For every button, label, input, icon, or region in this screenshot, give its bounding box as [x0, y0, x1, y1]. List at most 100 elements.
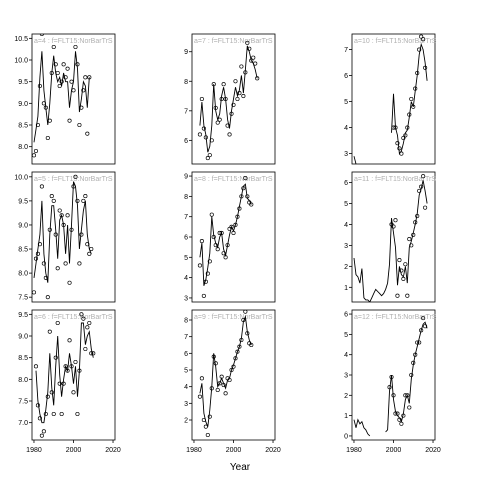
y-tick-label: 10.5	[14, 36, 28, 43]
data-point	[217, 117, 222, 122]
data-point	[223, 255, 228, 260]
data-point	[79, 105, 84, 110]
data-point	[419, 328, 424, 333]
data-point	[213, 243, 218, 248]
data-point	[205, 432, 210, 438]
data-point	[51, 44, 56, 50]
data-point	[243, 70, 248, 75]
panel-3: a=10 : f=FLT15:NorBarTrS 3 4 5 6 7	[344, 33, 437, 165]
y-tick-label: 3	[344, 373, 348, 380]
data-point	[417, 188, 422, 193]
data-point	[197, 132, 202, 137]
data-point	[65, 213, 70, 218]
data-point	[81, 316, 86, 321]
y-tick-label: 9.5	[18, 198, 28, 205]
data-point	[401, 135, 406, 141]
data-point	[53, 355, 58, 360]
data-point	[83, 75, 88, 80]
data-point	[85, 242, 90, 247]
data-point	[51, 198, 56, 203]
data-point	[249, 58, 254, 63]
series-line	[33, 181, 92, 283]
y-tick-label: 7	[184, 334, 188, 341]
y-tick-label: 4	[344, 222, 348, 229]
data-point	[403, 393, 408, 398]
panel-8: a=9 : f=FLT15:NorBarTrS 2 3 4 5 6 7 8	[184, 309, 276, 441]
data-point	[45, 295, 50, 300]
panel-9: a=12 : f=FLT15:NorBarTrS 0 1 2 3 4 5 6	[344, 309, 437, 440]
y-tick-label: 9.0	[18, 334, 28, 341]
y-tick-label: 4	[184, 384, 188, 391]
data-point	[205, 156, 210, 161]
data-point	[241, 186, 246, 191]
data-point	[87, 75, 92, 80]
data-layer	[353, 34, 428, 164]
data-point	[207, 153, 212, 158]
data-point	[399, 421, 404, 426]
series-line	[199, 183, 252, 286]
data-point	[61, 222, 66, 228]
data-point	[59, 79, 64, 84]
data-point	[233, 356, 238, 361]
data-point	[53, 62, 58, 67]
y-tick-label: 0	[344, 433, 348, 440]
y-tick-label: 8.5	[18, 247, 28, 254]
data-point	[51, 411, 56, 417]
data-point	[55, 320, 60, 326]
data-point	[421, 174, 426, 179]
data-point	[197, 263, 202, 268]
data-point	[77, 368, 82, 373]
data-point	[409, 243, 414, 248]
series-line	[199, 314, 252, 427]
data-layer	[197, 310, 254, 438]
data-point	[49, 390, 54, 395]
y-tick-label: 7	[184, 108, 188, 115]
y-tick-label: 3	[344, 151, 348, 158]
data-point	[67, 338, 72, 343]
x-tick-label: 2000	[386, 447, 402, 454]
data-point	[419, 34, 424, 39]
y-tick-label: 9.5	[18, 312, 28, 319]
data-point	[417, 47, 422, 52]
data-point	[37, 416, 42, 421]
data-point	[221, 82, 226, 87]
data-point	[33, 148, 39, 154]
data-layer	[353, 174, 428, 302]
data-point	[57, 381, 62, 386]
y-tick-label: 5	[184, 368, 188, 375]
data-point	[199, 96, 204, 102]
data-point	[239, 194, 244, 199]
y-tick-label: 5	[344, 332, 348, 339]
y-tick-label: 8.0	[18, 377, 28, 384]
data-point	[89, 246, 94, 252]
data-point	[411, 104, 416, 109]
data-point	[57, 208, 62, 213]
data-point	[73, 174, 78, 179]
data-point	[59, 411, 64, 417]
data-point	[255, 76, 260, 81]
data-point	[393, 125, 398, 130]
y-tick-label: 9	[184, 174, 188, 181]
data-point	[39, 433, 44, 438]
y-tick-label: 5	[344, 99, 348, 106]
data-point	[391, 125, 396, 130]
data-point	[411, 360, 416, 365]
strip-label: a=4 : f=FLT15:NorBarTrS	[34, 38, 113, 45]
data-point	[231, 102, 236, 107]
data-point	[393, 411, 398, 416]
x-tick-label: 1980	[346, 447, 362, 454]
data-point	[237, 344, 242, 349]
data-point	[401, 413, 406, 418]
data-point	[75, 411, 80, 417]
y-tick-label: 8.0	[18, 144, 28, 151]
data-point	[399, 268, 404, 273]
data-point	[35, 403, 40, 408]
data-point	[79, 232, 84, 237]
y-tick-label: 9	[184, 49, 188, 56]
x-tick-label: 2000	[226, 447, 242, 454]
data-point	[83, 346, 88, 352]
data-point	[201, 417, 206, 423]
panel-2: a=7 : f=FLT15:NorBarTrS 6 7 8 9	[184, 33, 276, 165]
data-point	[69, 364, 74, 369]
data-point	[245, 331, 250, 336]
